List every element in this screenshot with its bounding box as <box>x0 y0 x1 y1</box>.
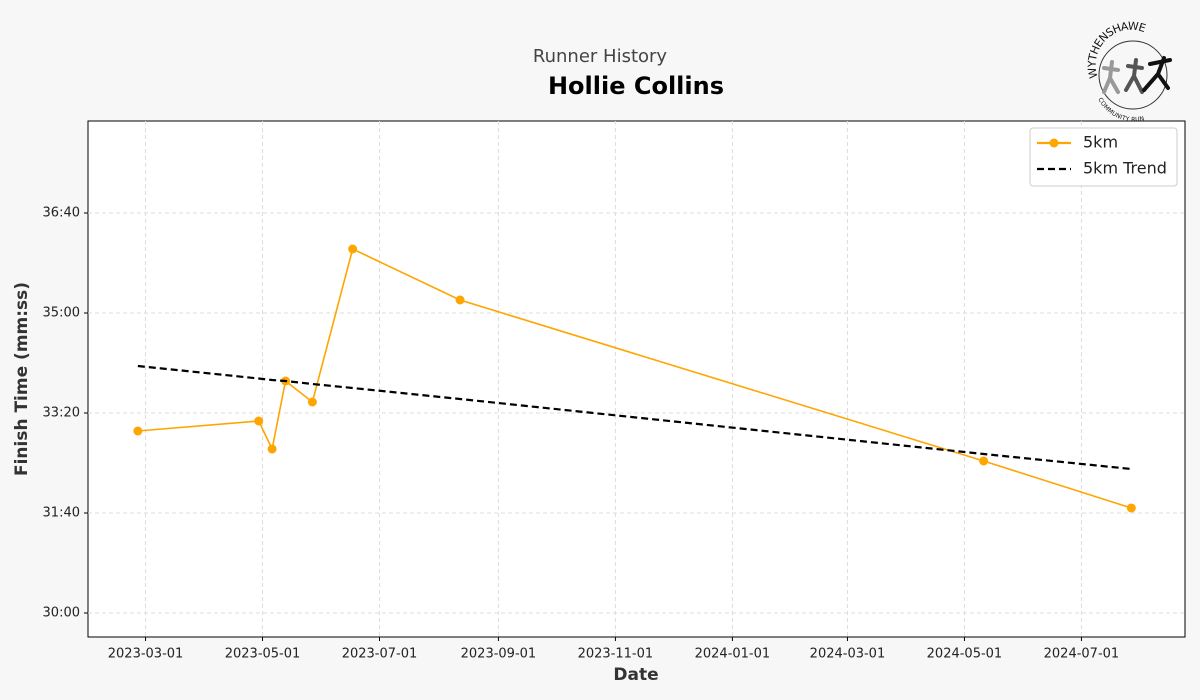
data-point <box>348 244 358 254</box>
x-tick-label: 2023-03-01 <box>108 647 184 662</box>
data-point <box>307 397 317 407</box>
x-tick-label: 2023-11-01 <box>578 647 654 662</box>
x-tick-label: 2024-05-01 <box>927 647 1003 662</box>
plot-area <box>87 120 1186 638</box>
chart-title: Hollie Collins <box>548 72 724 100</box>
logo-runners <box>1102 56 1172 94</box>
series-line <box>137 364 1132 471</box>
y-tick-label: 33:20 <box>43 406 80 421</box>
legend-marker <box>1049 138 1059 148</box>
y-tick-label: 30:00 <box>43 606 80 621</box>
data-point <box>267 444 277 454</box>
legend: 5km 5km Trend <box>1029 127 1178 187</box>
x-axis-label: Date <box>613 665 658 685</box>
x-tick-label: 2024-01-01 <box>695 647 771 662</box>
y-tick-label: 35:00 <box>43 306 80 321</box>
data-point <box>979 456 989 466</box>
y-tick-label: 36:40 <box>43 206 80 221</box>
y-tick-label: 31:40 <box>43 506 80 521</box>
data-point <box>133 426 143 436</box>
logo-ring <box>1098 40 1168 110</box>
data-point <box>455 295 465 305</box>
y-axis-label: Finish Time (mm:ss) <box>12 282 32 476</box>
legend-label: 5km Trend <box>1083 159 1167 178</box>
data-point <box>1126 503 1136 513</box>
x-tick-label: 2024-03-01 <box>810 647 886 662</box>
legend-label: 5km <box>1083 133 1118 152</box>
x-tick-label: 2023-07-01 <box>342 647 418 662</box>
x-tick-label: 2024-07-01 <box>1044 647 1120 662</box>
logo-bottom-text: COMMUNITY RUN <box>1097 96 1145 123</box>
x-tick-label: 2023-05-01 <box>225 647 301 662</box>
logo-bottom: COMMUNITY RUN <box>1097 96 1145 123</box>
chart-subtitle: Runner History <box>533 46 668 67</box>
data-point <box>254 416 264 426</box>
logo: WYTHENSHAWE COMMUNITY RUN <box>1086 19 1172 123</box>
x-tick-label: 2023-09-01 <box>461 647 537 662</box>
